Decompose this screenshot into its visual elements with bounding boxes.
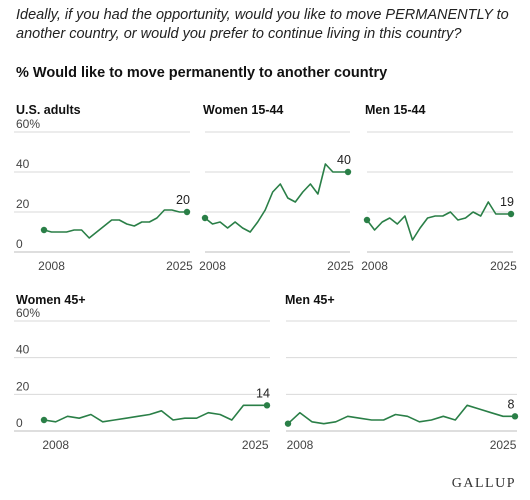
y-tick-label: 60% [16,306,40,320]
x-tick-label: 2008 [287,438,314,452]
x-tick-label: 2025 [242,438,269,452]
panel-title-women-15-44: Women 15-44 [203,103,284,117]
series-line [204,163,348,233]
end-point [183,208,191,216]
end-value-label: 8 [508,397,515,411]
start-point [284,420,292,427]
end-point [507,210,515,218]
y-tick-label: 40 [16,157,30,171]
panel-title-men-15-44: Men 15-44 [365,103,426,117]
y-tick-label: 60% [16,117,40,131]
y-tick-label: 0 [16,416,23,430]
series-line [43,209,187,239]
series-line [43,404,267,423]
series-line [287,404,515,425]
chart-subtitle: % Would like to move permanently to anot… [16,65,388,81]
end-value-label: 40 [337,153,351,167]
series-line [366,201,511,241]
x-tick-label: 2025 [490,259,517,273]
x-tick-label: 2025 [490,438,517,452]
y-tick-label: 20 [16,379,30,393]
end-point [344,168,352,176]
start-point [40,416,48,424]
survey-question: Ideally, if you had the opportunity, wou… [16,7,509,42]
x-tick-label: 2008 [361,259,388,273]
panel-title-women-45-plus: Women 45+ [16,293,86,307]
x-tick-label: 2025 [166,259,193,273]
x-tick-label: 2008 [38,259,65,273]
end-point [263,402,271,409]
panel-title-men-45-plus: Men 45+ [285,293,335,307]
end-point [511,413,519,420]
gallup-logo: GALLUP [451,476,516,491]
end-value-label: 19 [500,195,514,209]
y-tick-label: 20 [16,197,30,211]
y-tick-label: 40 [16,343,30,357]
end-value-label: 20 [176,193,190,207]
x-tick-label: 2008 [199,259,226,273]
x-tick-label: 2025 [327,259,354,273]
start-point [40,226,48,234]
end-value-label: 14 [256,386,270,400]
start-point [363,216,371,224]
panel-title-us-adults: U.S. adults [16,103,81,117]
y-tick-label: 0 [16,237,23,251]
start-point [201,214,209,222]
x-tick-label: 2008 [42,438,69,452]
